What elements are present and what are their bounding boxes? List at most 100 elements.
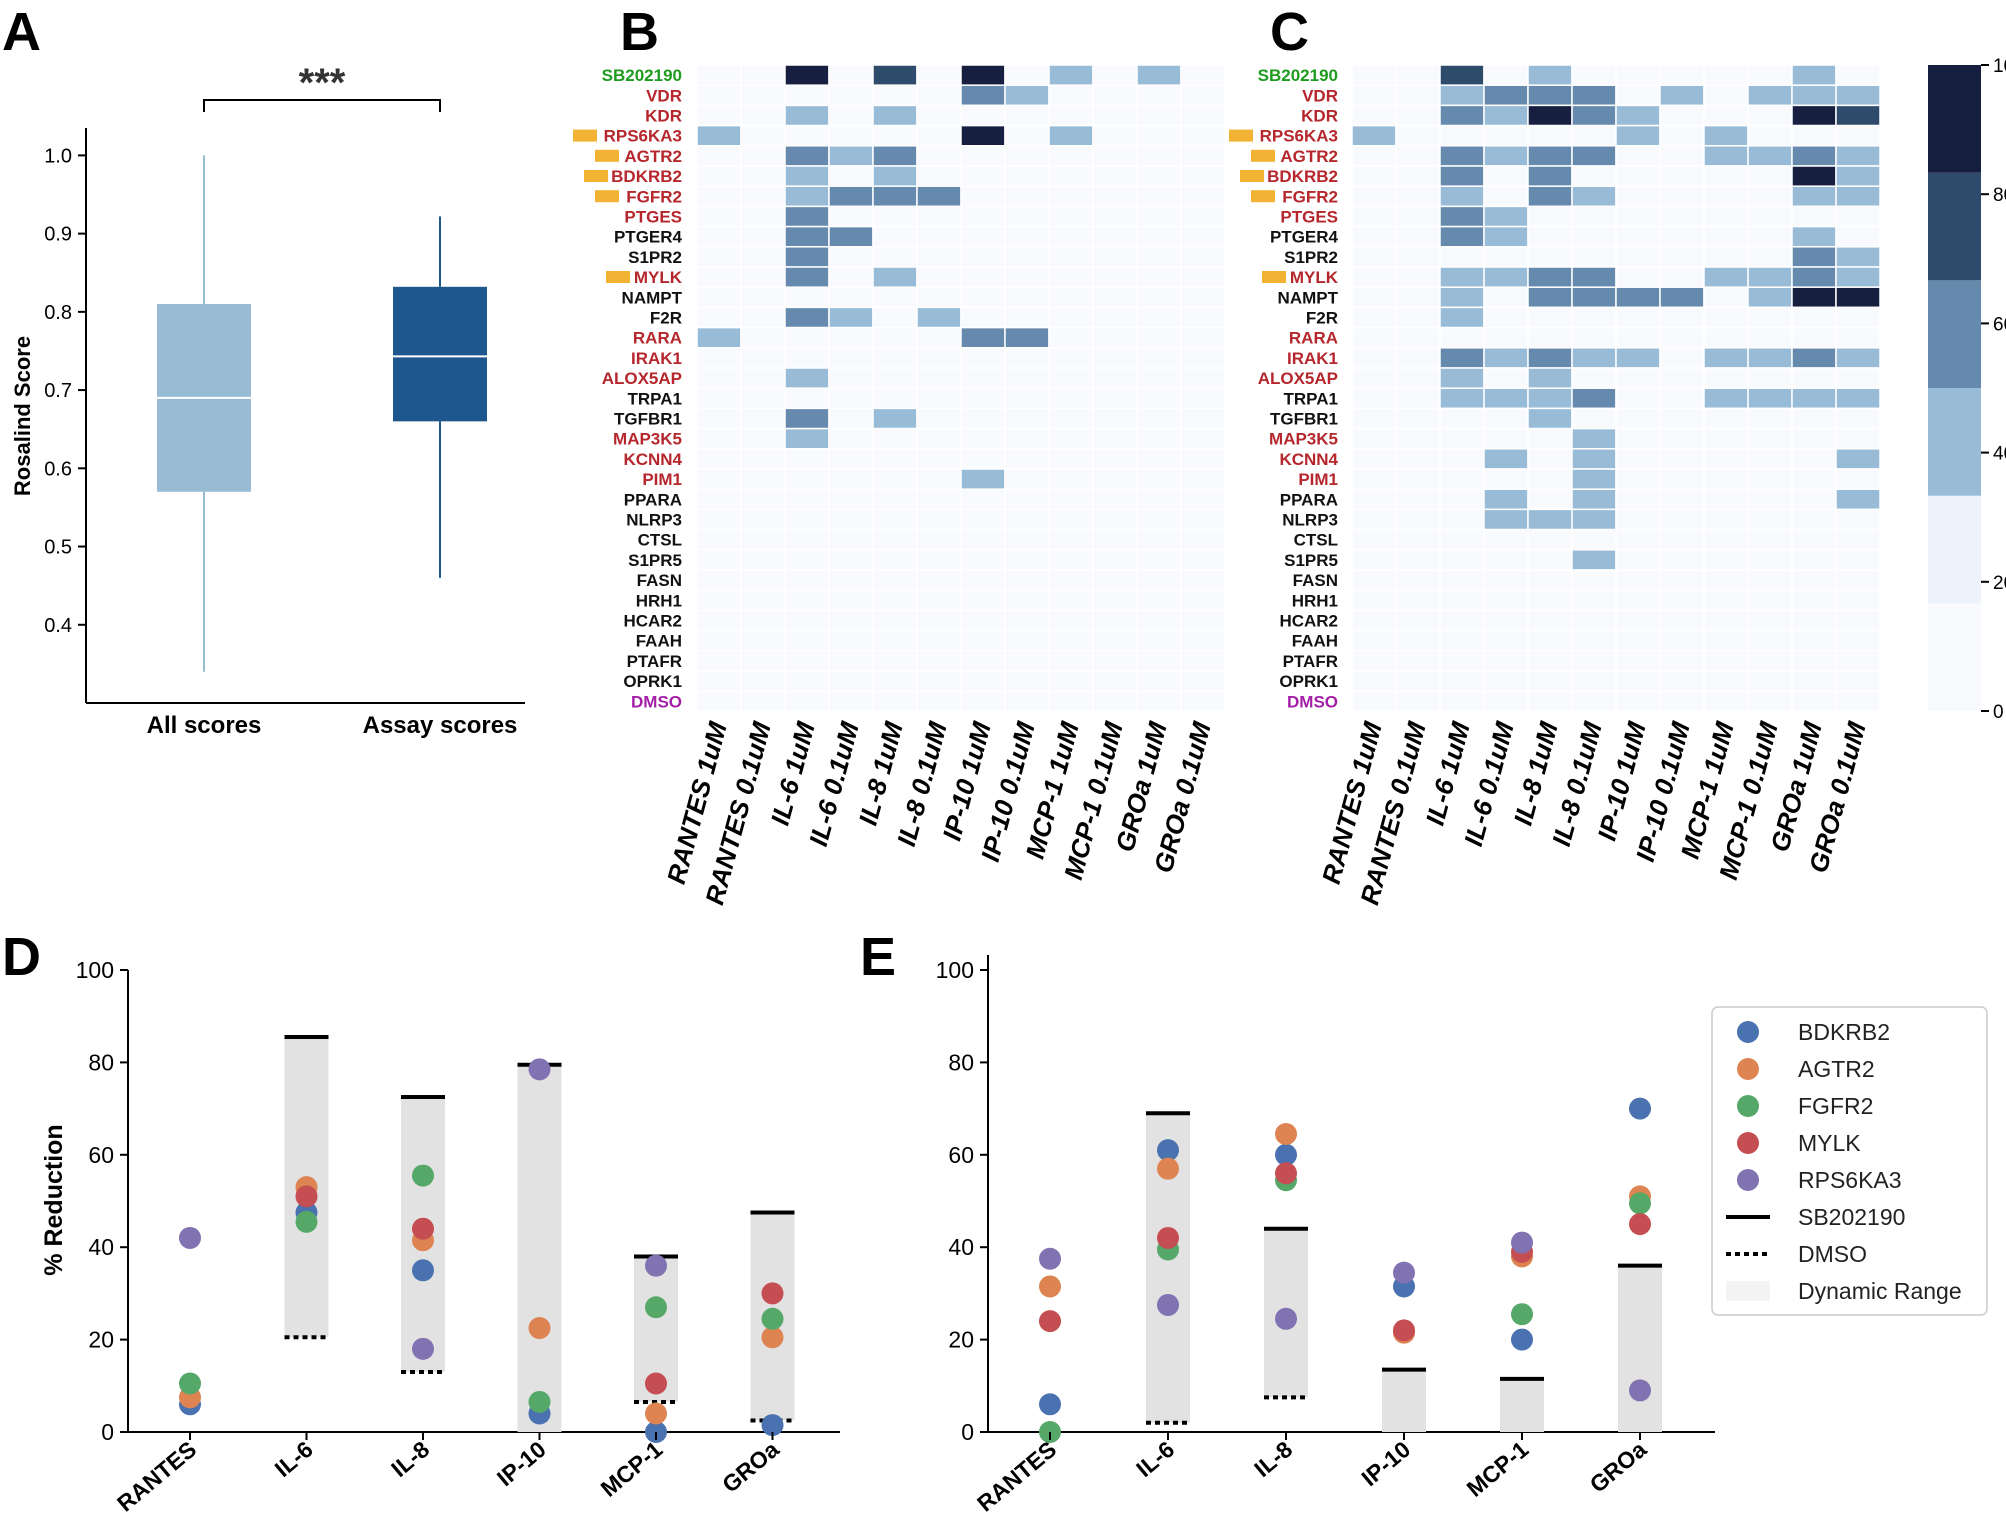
- panel-b-cell: [1048, 609, 1094, 632]
- panel-b-cell: [740, 64, 786, 86]
- panel-c-cell: [1439, 286, 1485, 309]
- panel-b-cell: [784, 508, 830, 531]
- panel-c-cell: [1615, 528, 1661, 551]
- panel-c-cell: [1395, 690, 1441, 713]
- legend-label-sb202190: SB202190: [1798, 1204, 1905, 1230]
- panel-b-cell: [960, 448, 1006, 470]
- panel-b-cell: [872, 326, 918, 349]
- panel-c-cell: [1835, 629, 1881, 652]
- panel-b-cell: [784, 367, 830, 389]
- panel-b-cell: [960, 427, 1006, 450]
- panel-c-cell: [1351, 427, 1397, 450]
- panel-b-cell: [1004, 690, 1050, 713]
- panel-c-cell: [1527, 549, 1573, 571]
- panel-c-cell: [1615, 205, 1661, 228]
- panel-c-gene-label: HRH1: [1292, 591, 1338, 610]
- panel-c-cell: [1395, 367, 1441, 389]
- panel-b-cell: [1180, 367, 1226, 389]
- panel-c-cell: [1659, 205, 1705, 228]
- panel-b-cell: [828, 347, 874, 369]
- panel-b-cell: [1004, 367, 1050, 389]
- panel-c-cell: [1703, 326, 1749, 349]
- panel-b-cell: [1004, 468, 1050, 490]
- panel-c-cell: [1527, 266, 1573, 288]
- panel-c-cell: [1483, 246, 1529, 268]
- panel-b-cell: [960, 650, 1006, 672]
- panel-c-cell: [1659, 549, 1705, 571]
- panel-c-gene-label: CTSL: [1294, 531, 1338, 550]
- panel-c-cell: [1835, 84, 1881, 107]
- panel-a-boxplot: 0.4 0.5 0.6 0.7 0.8 0.9 1.0 Rosalind Score All…: [10, 61, 525, 739]
- panel-c-cell: [1835, 528, 1881, 551]
- panel-b-cell: [1180, 690, 1226, 713]
- panel-c-cell: [1395, 387, 1441, 410]
- legend-swatch-fgfr2: [1737, 1095, 1759, 1117]
- panel-b-cell: [1004, 84, 1050, 107]
- panel-c-cell: [1791, 448, 1837, 470]
- panel-c-cell: [1351, 266, 1397, 288]
- panel-c-cell: [1659, 64, 1705, 86]
- panel-b-cell: [828, 690, 874, 713]
- panel-e-point-rps6ka3: [1629, 1379, 1651, 1402]
- panel-b-cell: [828, 589, 874, 612]
- panel-b-cell: [1180, 84, 1226, 107]
- panel-c-cell: [1483, 84, 1529, 107]
- panel-b-cell: [784, 165, 830, 187]
- panel-b-cell: [1048, 347, 1094, 369]
- panel-c-cell: [1791, 690, 1837, 713]
- panel-b-cell: [1048, 589, 1094, 612]
- panel-b-cell: [740, 145, 786, 167]
- panel-c-cell: [1439, 589, 1485, 612]
- panel-c-cell: [1703, 528, 1749, 551]
- panel-b-gene-label: FASN: [637, 571, 682, 590]
- panel-b-cell: [740, 306, 786, 329]
- panel-e-point-agtr2: [1039, 1275, 1061, 1298]
- panel-c-cell: [1659, 185, 1705, 208]
- panel-b-gene-label: ALOX5AP: [602, 369, 682, 388]
- panel-c-cell: [1747, 185, 1793, 208]
- panel-b-cell: [1048, 64, 1094, 86]
- panel-b-cell: [1180, 609, 1226, 632]
- panel-c-cell: [1483, 569, 1529, 591]
- panel-a-ytick-label: 0.6: [44, 458, 72, 480]
- panel-c-cell: [1571, 488, 1617, 511]
- panel-b-cell: [1048, 448, 1094, 470]
- panel-c-gene-label: VDR: [1302, 86, 1338, 105]
- panel-c-cell: [1747, 145, 1793, 167]
- panel-d-xtick-label: RANTES: [112, 1436, 201, 1517]
- panel-c-cell: [1615, 124, 1661, 147]
- panel-c-cell: [1835, 286, 1881, 309]
- panel-c-cell: [1703, 690, 1749, 713]
- panel-c-cell: [1571, 407, 1617, 430]
- panel-c-cell: [1835, 205, 1881, 228]
- panel-b-cell: [1004, 225, 1050, 248]
- panel-c-cell: [1615, 326, 1661, 349]
- panel-b-cell: [872, 124, 918, 147]
- panel-b-cell: [916, 549, 962, 571]
- panel-c-gene-label: F2R: [1306, 309, 1338, 328]
- panel-b-cell: [784, 690, 830, 713]
- panel-b-cell: [696, 427, 742, 450]
- panel-label-e: E: [860, 927, 896, 987]
- panel-b-cell: [916, 528, 962, 551]
- panel-c-cell: [1747, 165, 1793, 187]
- panel-b-cell: [1048, 367, 1094, 389]
- panel-c-cell: [1791, 367, 1837, 389]
- panel-c-cell: [1395, 508, 1441, 531]
- panel-c-cell: [1351, 589, 1397, 612]
- panel-b-cell: [1180, 266, 1226, 288]
- panel-b-cell: [1092, 225, 1138, 248]
- panel-b-cell: [696, 528, 742, 551]
- panel-b-cell: [1180, 145, 1226, 167]
- panel-c-cell: [1747, 508, 1793, 531]
- box-assay-scores: [393, 286, 487, 422]
- panel-c-cell: [1791, 326, 1837, 349]
- panel-c-cell: [1835, 569, 1881, 591]
- panel-c-cell: [1439, 609, 1485, 632]
- panel-c-cell: [1791, 347, 1837, 369]
- panel-d-xtick-label: MCP-1: [596, 1436, 668, 1502]
- panel-c-cell: [1571, 569, 1617, 591]
- panel-b-cell: [828, 468, 874, 490]
- panel-c-cell: [1571, 165, 1617, 187]
- panel-c-gene-label: BDKRB2: [1267, 167, 1338, 186]
